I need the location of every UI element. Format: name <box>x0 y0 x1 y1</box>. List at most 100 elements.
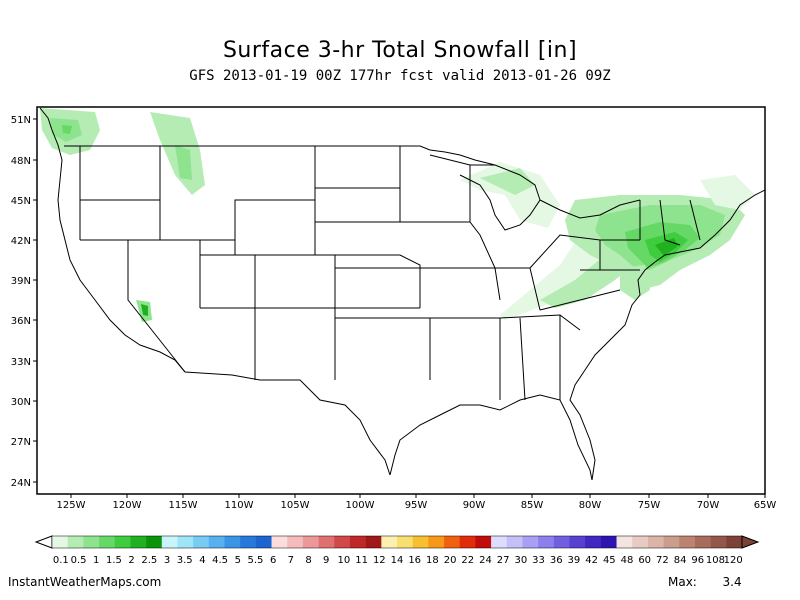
legend-swatch <box>271 536 288 548</box>
legend-label: 120 <box>724 555 743 566</box>
legend-swatch <box>569 536 586 548</box>
max-value: 3.4 <box>722 575 742 589</box>
legend-swatch <box>146 536 163 548</box>
legend-label: 10 <box>338 555 351 566</box>
legend-label: 48 <box>621 555 634 566</box>
legend-swatch <box>52 536 68 548</box>
legend-swatch <box>255 536 272 548</box>
lat-label: 51N <box>11 115 31 126</box>
legend-swatch <box>397 536 413 548</box>
lon-label: 85W <box>521 500 544 511</box>
legend-label: 0.1 <box>53 555 69 566</box>
credit-text: InstantWeatherMaps.com <box>8 575 162 589</box>
max-label: Max: <box>668 575 697 589</box>
legend-swatch <box>694 536 711 548</box>
legend-swatch <box>224 536 241 548</box>
legend-swatch <box>67 536 84 548</box>
legend-label: 0.5 <box>71 555 87 566</box>
lon-label: 95W <box>405 500 428 511</box>
legend-swatch <box>381 536 398 548</box>
legend-label: 39 <box>568 555 581 566</box>
lat-label: 48N <box>11 156 31 167</box>
lon-label: 115W <box>169 500 198 511</box>
legend-label: 42 <box>585 555 598 566</box>
lon-label: 120W <box>113 500 142 511</box>
legend-labels: 0.1 0.5 1 1.5 2 2.5 3 3.5 4 4.5 5 5.5 6 7 8 9 10 11 12 14 16… <box>53 555 743 566</box>
legend-label: 3.5 <box>177 555 193 566</box>
legend-swatch <box>302 536 319 548</box>
legend-swatch <box>428 536 445 548</box>
legend-swatch <box>663 536 680 548</box>
legend-swatch <box>130 536 147 548</box>
legend-label: 30 <box>514 555 527 566</box>
legend-swatch <box>349 536 366 548</box>
legend-swatch <box>726 536 743 548</box>
legend-swatch <box>83 536 100 548</box>
lon-label: 90W <box>463 500 486 511</box>
legend-swatch <box>334 536 351 548</box>
legend-swatch <box>679 536 696 548</box>
lat-label: 39N <box>11 276 31 287</box>
max-value-box: Max: 3.4 <box>668 575 742 589</box>
legend-label: 45 <box>603 555 616 566</box>
snowfall-shading <box>40 108 755 322</box>
legend-swatch <box>114 536 131 548</box>
lat-label: 27N <box>11 437 31 448</box>
legend-swatch <box>647 536 664 548</box>
color-legend <box>34 535 760 549</box>
legend-label: 2 <box>128 555 134 566</box>
legend-arrow-right <box>741 535 760 549</box>
state-boundaries <box>39 107 766 481</box>
longitude-axis: 125W 120W 115W 110W 105W 100W 95W 90W 85W 80W 75W 7… <box>57 494 777 511</box>
legend-label: 24 <box>479 555 492 566</box>
legend-label: 11 <box>355 555 368 566</box>
lat-label: 30N <box>11 397 31 408</box>
legend-swatch <box>600 536 617 548</box>
legend-swatch <box>632 536 649 548</box>
legend-label: 96 <box>691 555 704 566</box>
legend-label: 8 <box>305 555 311 566</box>
lon-label: 75W <box>638 500 661 511</box>
legend-label: 1.5 <box>106 555 122 566</box>
legend-arrow-left <box>34 535 53 549</box>
lon-label: 65W <box>754 500 777 511</box>
legend-label: 84 <box>674 555 687 566</box>
lon-label: 100W <box>346 500 375 511</box>
legend-label: 36 <box>550 555 563 566</box>
legend-swatch <box>491 536 508 548</box>
legend-swatch <box>365 536 382 548</box>
lon-label: 105W <box>281 500 310 511</box>
legend-label: 12 <box>373 555 386 566</box>
legend-swatch <box>161 536 178 548</box>
legend-swatch <box>208 536 225 548</box>
legend-label: 33 <box>532 555 545 566</box>
legend-label: 9 <box>323 555 329 566</box>
legend-label: 2.5 <box>141 555 157 566</box>
map-subtitle: GFS 2013-01-19 00Z 177hr fcst valid 2013… <box>189 68 611 84</box>
legend-label: 18 <box>426 555 439 566</box>
legend-label: 60 <box>638 555 651 566</box>
legend-swatch <box>538 536 555 548</box>
map-title: Surface 3-hr Total Snowfall [in] <box>222 38 578 63</box>
legend-swatch <box>444 536 461 548</box>
legend-label: 5.5 <box>248 555 264 566</box>
legend-label: 16 <box>408 555 421 566</box>
legend-swatch <box>287 536 304 548</box>
legend-label: 1 <box>93 555 99 566</box>
legend-label: 5 <box>235 555 241 566</box>
legend-swatch <box>318 536 335 548</box>
legend-swatch <box>585 536 602 548</box>
legend-swatch <box>553 536 570 548</box>
lat-label: 45N <box>11 196 31 207</box>
legend-swatch <box>710 536 727 548</box>
legend-label: 4 <box>199 555 205 566</box>
legend-swatch <box>99 536 116 548</box>
legend-label: 108 <box>706 555 725 566</box>
map-frame <box>36 106 766 495</box>
lat-label: 36N <box>11 316 31 327</box>
latitude-axis: 51N 48N 45N 42N 39N 36N 33N 30N 27N 24N <box>11 115 37 489</box>
legend-swatch <box>193 536 210 548</box>
legend-label: 3 <box>164 555 170 566</box>
lon-label: 110W <box>225 500 254 511</box>
